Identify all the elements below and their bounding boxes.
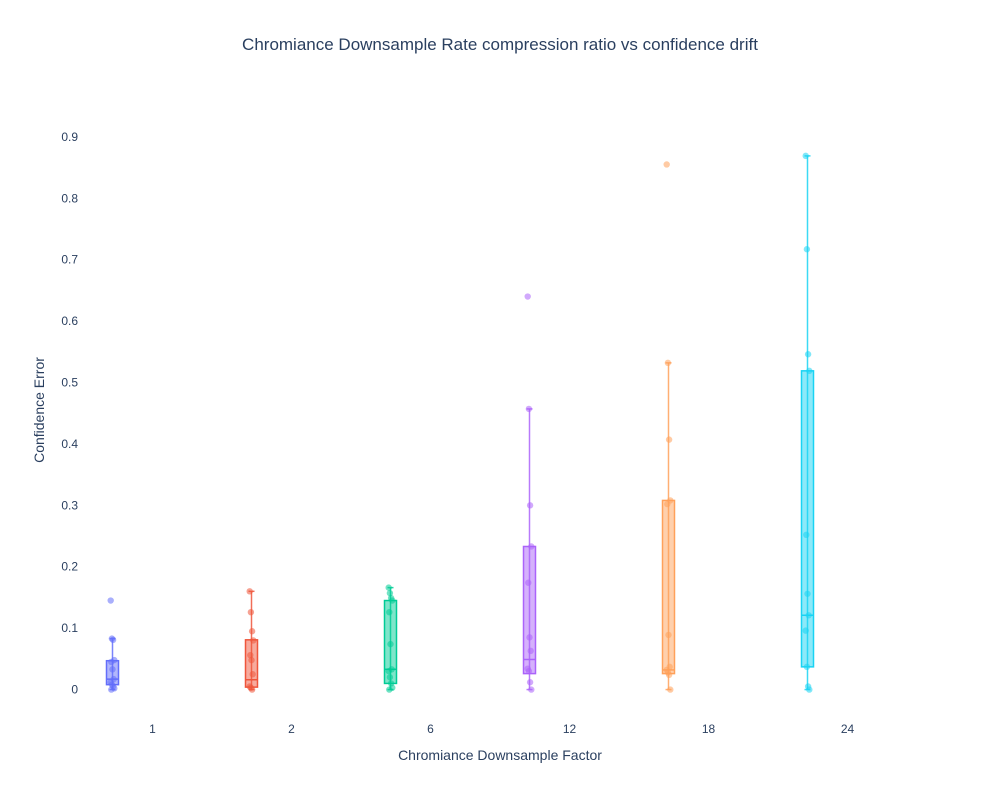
y-tick-label: 0.6 [61, 314, 78, 328]
data-point [386, 686, 393, 693]
x-tick-label: 18 [702, 722, 716, 736]
y-tick-label: 0.8 [61, 191, 78, 205]
y-tick-label: 0.2 [61, 560, 78, 574]
box-series-1 [105, 597, 120, 693]
data-point [527, 647, 534, 655]
data-point [386, 674, 394, 681]
data-point [247, 651, 254, 659]
data-point [803, 663, 811, 671]
data-point [246, 588, 253, 595]
data-point [665, 436, 673, 443]
data-point [806, 686, 813, 693]
data-point [248, 686, 256, 693]
data-point [528, 543, 535, 550]
data-point [804, 590, 811, 597]
data-point [385, 584, 392, 591]
data-point [665, 631, 672, 639]
data-point [387, 640, 394, 648]
data-point [247, 608, 255, 616]
box-iqr [522, 545, 537, 675]
data-point [107, 597, 114, 604]
x-tick-label: 1 [149, 722, 156, 736]
data-point [526, 679, 534, 686]
data-point [804, 351, 812, 358]
box-iqr [661, 499, 676, 675]
data-point [664, 359, 672, 367]
data-point [805, 612, 812, 619]
data-point [386, 589, 394, 597]
data-point [109, 636, 117, 644]
data-point [524, 293, 531, 300]
y-tick-label: 0.7 [61, 253, 78, 267]
data-point [386, 608, 393, 616]
data-point [802, 627, 809, 634]
data-point [528, 686, 535, 693]
x-axis-ticks: 1 2 6 12 18 24 [149, 722, 854, 736]
data-point [248, 656, 255, 664]
data-point [525, 667, 533, 675]
box-series-18 [661, 161, 676, 693]
data-point [389, 597, 396, 604]
y-axis-title: Confidence Error [31, 357, 47, 463]
y-tick-label: 0.1 [61, 621, 78, 635]
y-tick-label: 0 [71, 683, 78, 697]
y-tick-label: 0.9 [61, 130, 78, 144]
y-axis-ticks: 0 0.1 0.2 0.3 0.4 0.5 0.6 0.7 0.8 0.9 [61, 130, 78, 697]
chart-title: Chromiance Downsample Rate compression r… [242, 35, 758, 54]
data-point [248, 628, 256, 635]
data-point [249, 671, 256, 678]
data-point [667, 686, 674, 693]
x-tick-label: 2 [288, 722, 295, 736]
data-point [109, 666, 116, 673]
data-point [663, 161, 670, 168]
data-point [803, 246, 811, 253]
box-series-12 [522, 293, 537, 693]
data-point [802, 152, 809, 160]
box-series-24 [800, 152, 815, 693]
x-tick-label: 24 [841, 722, 855, 736]
data-point [525, 405, 533, 413]
data-point [108, 658, 115, 666]
x-axis-title: Chromiance Downsample Factor [398, 747, 602, 763]
data-point [526, 502, 534, 509]
y-tick-label: 0.4 [61, 437, 78, 451]
y-tick-label: 0.5 [61, 376, 78, 390]
x-tick-label: 6 [427, 722, 434, 736]
box-series-2 [244, 588, 259, 693]
box-iqr [800, 370, 815, 668]
x-tick-label: 12 [563, 722, 577, 736]
y-tick-label: 0.3 [61, 498, 78, 512]
box-series-6 [383, 584, 398, 693]
data-point [803, 531, 810, 539]
data-point [250, 637, 257, 644]
data-point [664, 500, 671, 508]
data-point [385, 667, 392, 675]
data-point [108, 686, 115, 693]
plot-area [105, 152, 815, 693]
data-point [665, 671, 673, 679]
data-point [525, 579, 532, 586]
data-point [526, 634, 533, 641]
data-point [806, 367, 813, 375]
